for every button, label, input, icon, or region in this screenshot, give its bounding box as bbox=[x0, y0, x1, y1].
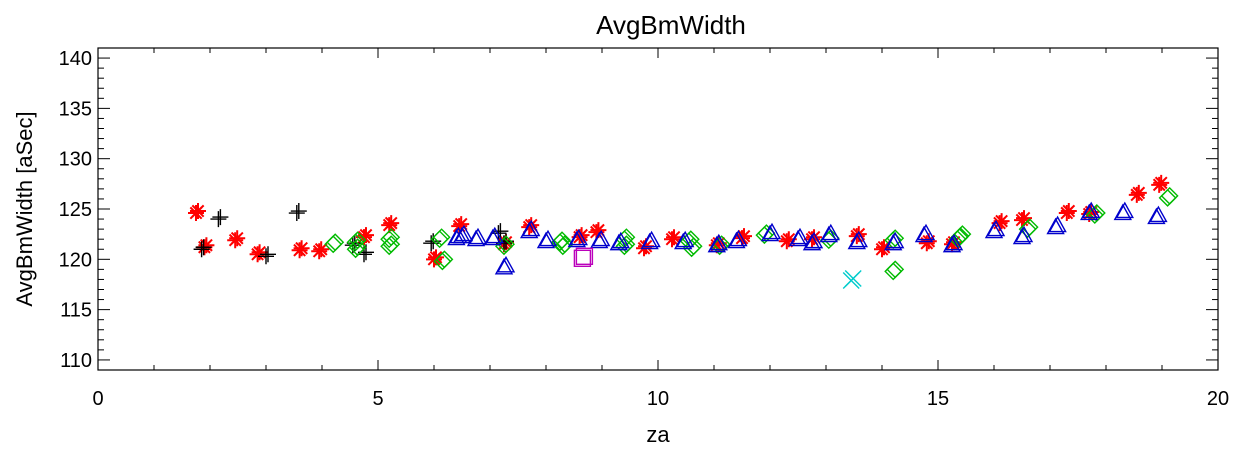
x-tick-label: 5 bbox=[372, 388, 383, 410]
chart-title: AvgBmWidth bbox=[596, 10, 746, 40]
asterisk-marker bbox=[198, 237, 214, 253]
y-tick-label: 130 bbox=[59, 149, 92, 171]
asterisk-marker bbox=[313, 241, 329, 257]
plus-marker bbox=[291, 203, 307, 219]
axes: 0 5 10 15 20 110 115 120 125 130 135 140 bbox=[59, 48, 1230, 410]
asterisk-marker bbox=[1131, 185, 1147, 201]
asterisk-marker bbox=[252, 244, 268, 260]
x-marker bbox=[845, 270, 861, 286]
x-tick-label: 20 bbox=[1207, 388, 1229, 410]
data-points bbox=[188, 175, 1178, 289]
x-axis-label: za bbox=[646, 422, 670, 447]
plus-marker bbox=[289, 205, 305, 221]
plus-marker bbox=[210, 211, 226, 227]
x-tick-label: 0 bbox=[92, 388, 103, 410]
y-tick-label: 110 bbox=[60, 350, 92, 372]
plus-marker bbox=[212, 209, 228, 225]
y-tick-label: 135 bbox=[59, 98, 92, 120]
y-tick-label: 120 bbox=[59, 249, 92, 271]
plus-marker bbox=[423, 235, 439, 251]
asterisk-marker bbox=[1061, 203, 1077, 219]
y-tick-label: 125 bbox=[59, 199, 92, 221]
x-tick-label: 15 bbox=[927, 388, 949, 410]
y-tick-label: 115 bbox=[60, 300, 92, 322]
asterisk-marker bbox=[294, 240, 310, 256]
asterisk-marker bbox=[190, 203, 206, 219]
x-tick-label: 10 bbox=[647, 388, 669, 410]
plot-frame bbox=[98, 48, 1218, 370]
asterisk-marker bbox=[229, 230, 245, 246]
y-tick-label: 140 bbox=[59, 48, 92, 70]
y-axis-label: AvgBmWidth [aSec] bbox=[12, 111, 37, 306]
asterisk-marker bbox=[1153, 175, 1169, 191]
